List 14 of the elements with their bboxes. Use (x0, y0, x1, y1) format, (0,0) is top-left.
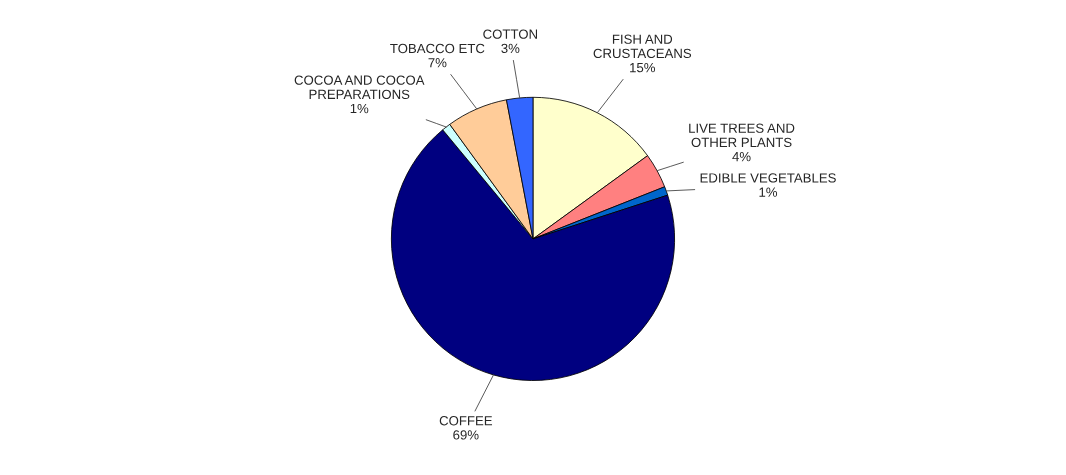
slice-label: TOBACCO ETC (390, 43, 485, 54)
slice-label: FISH AND CRUSTACEANS (593, 34, 692, 59)
data-label: 1% (350, 103, 369, 114)
slice-label: COFFEE (439, 416, 493, 426)
data-label: 15% (630, 62, 656, 73)
slice-label: COCOA AND COCOA PREPARATIONS (294, 75, 425, 100)
data-label: 3% (501, 43, 520, 54)
data-label: 7% (428, 58, 447, 68)
data-label: 4% (732, 151, 751, 162)
data-label: 69% (453, 430, 479, 440)
slice-label: EDIBLE VEGETABLES (700, 173, 836, 183)
slice-label: LIVE TREES AND OTHER PLANTS (689, 123, 795, 148)
data-label: 1% (759, 187, 778, 197)
slice-label: COTTON (483, 29, 537, 39)
